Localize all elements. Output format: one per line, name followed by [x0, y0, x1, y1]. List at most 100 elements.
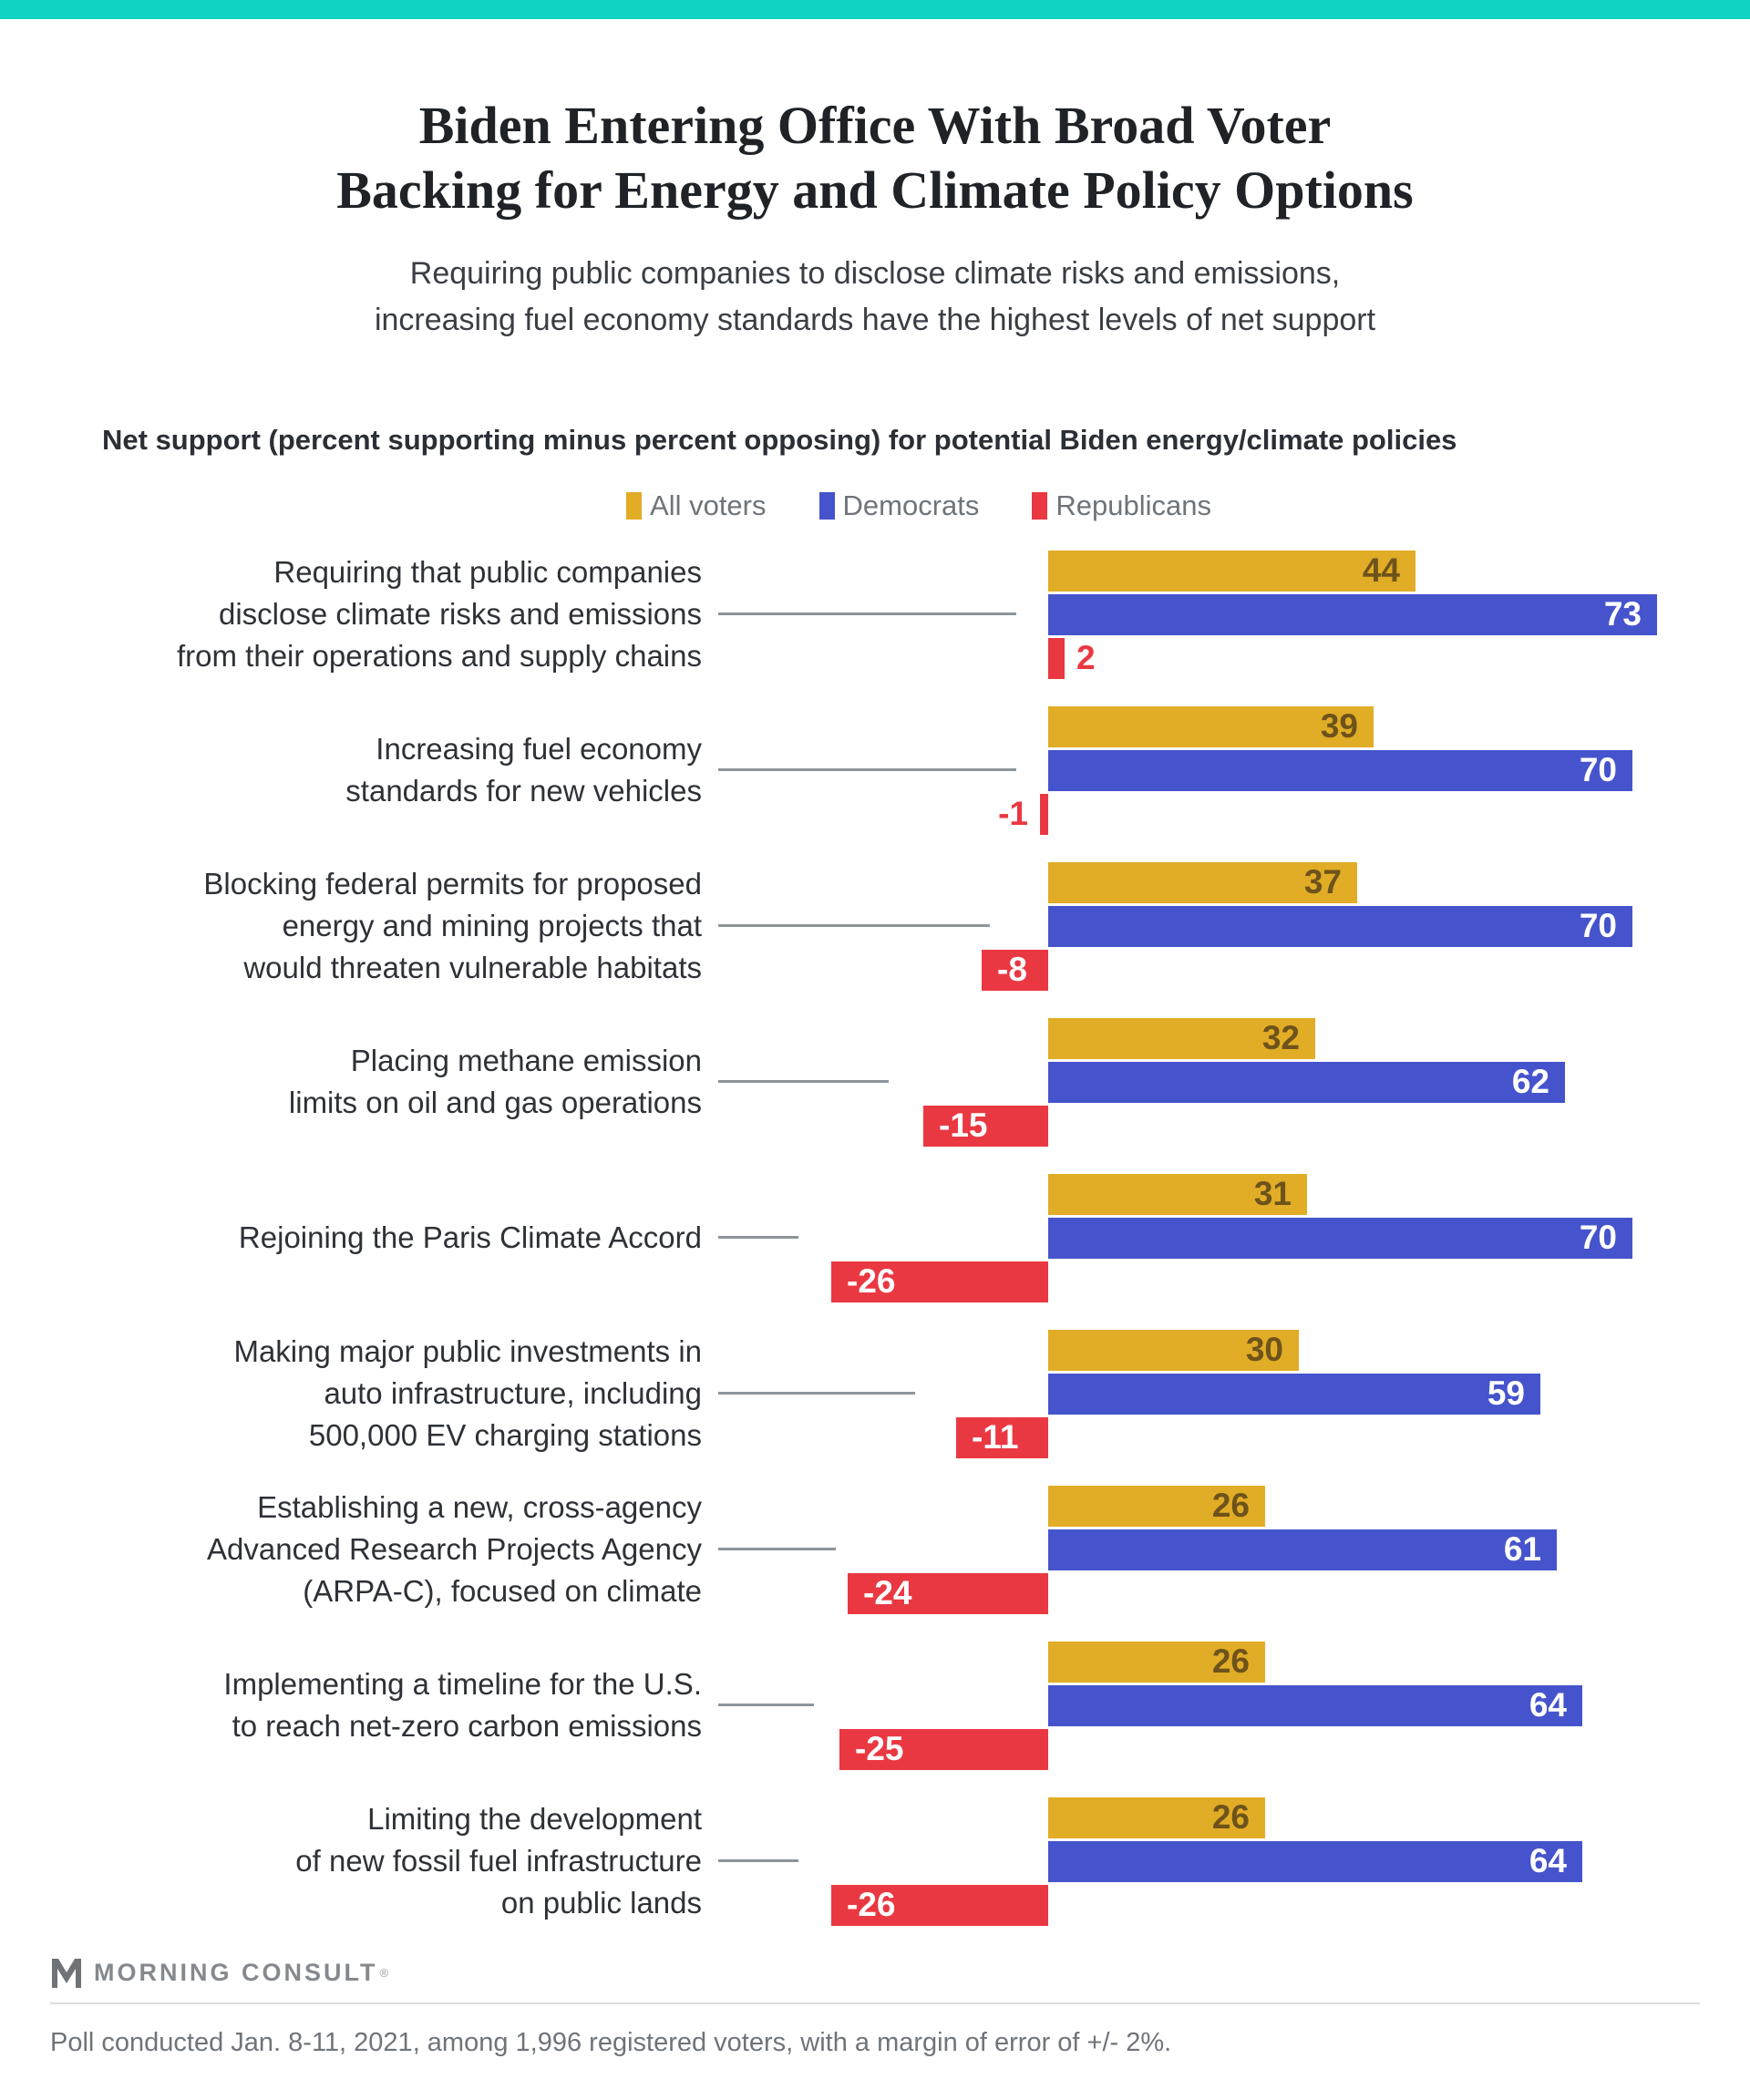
- legend-item-democrats: Democrats: [818, 489, 980, 522]
- bar-republicans: -26: [831, 1884, 1048, 1926]
- legend-item-all-voters: All voters: [626, 489, 767, 522]
- label-connector-line: [718, 923, 990, 927]
- bar-value-label: -8: [997, 951, 1027, 988]
- page-title: Biden Entering Office With Broad Voter B…: [36, 94, 1714, 223]
- morning-consult-logo-text: MORNING CONSULT: [94, 1959, 378, 1986]
- page-subtitle-line1: Requiring public companies to disclose c…: [409, 255, 1341, 291]
- bar-democrats: 70: [1048, 749, 1632, 791]
- footer-divider: [50, 2002, 1700, 2004]
- legend-label-all-voters: All voters: [650, 489, 767, 521]
- footer: MORNING CONSULT ® Poll conducted Jan. 8-…: [50, 1953, 1700, 2058]
- bar-all-voters: 26: [1048, 1641, 1265, 1683]
- chart-row: Making major public investments in auto i…: [0, 1329, 1750, 1458]
- label-connector-line: [718, 1079, 889, 1083]
- page-subtitle-line2: increasing fuel economy standards have t…: [374, 302, 1376, 337]
- category-label: Limiting the development of new fossil fu…: [295, 1802, 702, 1920]
- page-title-line1: Biden Entering Office With Broad Voter: [418, 96, 1332, 155]
- bar-democrats: 73: [1048, 593, 1657, 635]
- bar-value-label: 59: [1487, 1374, 1525, 1412]
- chart-row: Blocking federal permits for proposed ene…: [0, 861, 1750, 991]
- bar-all-voters: 37: [1048, 861, 1357, 903]
- bar-all-voters: 32: [1048, 1017, 1315, 1059]
- bar-value-label: 26: [1211, 1642, 1250, 1680]
- category-label: Requiring that public companies disclose …: [177, 555, 702, 673]
- morning-consult-logo: MORNING CONSULT ®: [50, 1953, 1700, 1993]
- bar-republicans: [1040, 793, 1048, 835]
- bar-democrats: 70: [1048, 905, 1632, 947]
- bar-republicans: -15: [923, 1105, 1048, 1147]
- category-label: Increasing fuel economy standards for new…: [345, 732, 702, 808]
- bar-democrats: 61: [1048, 1529, 1557, 1570]
- bar-all-voters: 26: [1048, 1796, 1265, 1838]
- bar-democrats: 62: [1048, 1061, 1565, 1103]
- chart-row: Requiring that public companies disclose …: [0, 550, 1750, 679]
- bar-democrats: 64: [1048, 1840, 1582, 1882]
- bar-value-label: 2: [1076, 639, 1096, 676]
- category-label: Implementing a timeline for the U.S. to r…: [223, 1667, 702, 1743]
- bar-value-label: -15: [939, 1107, 988, 1144]
- bar-value-label: 70: [1579, 907, 1617, 944]
- bar-value-label: 31: [1253, 1175, 1292, 1212]
- bar-republicans: -24: [848, 1572, 1048, 1614]
- label-connector-line: [718, 612, 1016, 615]
- bar-democrats: 59: [1048, 1373, 1540, 1415]
- bar-democrats: 64: [1048, 1684, 1582, 1726]
- page-subtitle: Requiring public companies to disclose c…: [55, 251, 1695, 344]
- bar-value-label: 70: [1579, 1219, 1617, 1256]
- label-connector-line: [718, 1703, 814, 1706]
- bar-value-label: 61: [1503, 1530, 1541, 1568]
- bar-republicans: -8: [982, 949, 1048, 991]
- legend-item-republicans: Republicans: [1032, 489, 1211, 522]
- legend-swatch-republicans-icon: [1032, 491, 1048, 520]
- category-label: Rejoining the Paris Climate Accord: [238, 1220, 702, 1254]
- bar-chart: Requiring that public companies disclose …: [0, 550, 1750, 1926]
- morning-consult-logo-icon: [52, 1958, 81, 1988]
- poll-footnote: Poll conducted Jan. 8-11, 2021, among 1,…: [50, 2027, 1172, 2057]
- bar-value-label: -25: [855, 1730, 904, 1767]
- chart-row: Increasing fuel economy standards for new…: [0, 705, 1750, 835]
- bar-republicans: -11: [956, 1416, 1048, 1458]
- bar-all-voters: 26: [1048, 1485, 1265, 1527]
- category-label: Blocking federal permits for proposed ene…: [203, 867, 702, 984]
- legend-swatch-democrats-icon: [818, 491, 835, 520]
- legend-swatch-all-voters-icon: [626, 491, 643, 520]
- bar-value-label: -1: [998, 795, 1028, 832]
- category-label: Making major public investments in auto i…: [233, 1334, 702, 1452]
- bar-all-voters: 30: [1048, 1329, 1299, 1371]
- category-label: Placing methane emission limits on oil an…: [288, 1044, 702, 1119]
- bar-value-label: -26: [847, 1886, 896, 1923]
- label-connector-line: [718, 1235, 798, 1239]
- label-connector-line: [718, 767, 1016, 771]
- bar-value-label: 64: [1529, 1686, 1567, 1724]
- bar-value-label: 70: [1579, 751, 1617, 788]
- legend-label-republicans: Republicans: [1055, 489, 1211, 521]
- page-title-line2: Backing for Energy and Climate Policy Op…: [336, 160, 1414, 220]
- bar-value-label: 64: [1529, 1842, 1567, 1879]
- bar-value-label: 37: [1303, 863, 1342, 901]
- bar-value-label: -11: [972, 1418, 1019, 1456]
- label-connector-line: [718, 1547, 836, 1550]
- chart-row: Limiting the development of new fossil fu…: [0, 1796, 1750, 1926]
- label-connector-line: [718, 1391, 915, 1395]
- bar-all-voters: 44: [1048, 550, 1415, 592]
- bar-value-label: -24: [863, 1574, 912, 1611]
- category-label: Establishing a new, cross-agency Advanced…: [207, 1490, 702, 1608]
- bar-republicans: [1048, 637, 1065, 679]
- bar-republicans: -25: [839, 1728, 1048, 1770]
- chart-legend: All voters Democrats Republicans: [0, 489, 1750, 522]
- chart-heading: Net support (percent supporting minus pe…: [102, 423, 1457, 456]
- bar-value-label: 73: [1603, 595, 1642, 633]
- chart-row: Rejoining the Paris Climate Accord 31 70 -2…: [0, 1173, 1750, 1302]
- bar-all-voters: 31: [1048, 1173, 1307, 1215]
- top-accent-bar: [0, 0, 1750, 19]
- legend-label-democrats: Democrats: [842, 489, 980, 521]
- bar-value-label: 44: [1362, 551, 1400, 589]
- bar-value-label: -26: [847, 1262, 896, 1300]
- bar-all-voters: 39: [1048, 705, 1374, 747]
- bar-value-label: 30: [1245, 1331, 1283, 1368]
- bar-republicans: -26: [831, 1261, 1048, 1302]
- bar-value-label: 62: [1511, 1063, 1549, 1100]
- label-connector-line: [718, 1858, 798, 1862]
- registered-trademark-icon: ®: [379, 1966, 389, 1980]
- chart-row: Implementing a timeline for the U.S. to r…: [0, 1641, 1750, 1770]
